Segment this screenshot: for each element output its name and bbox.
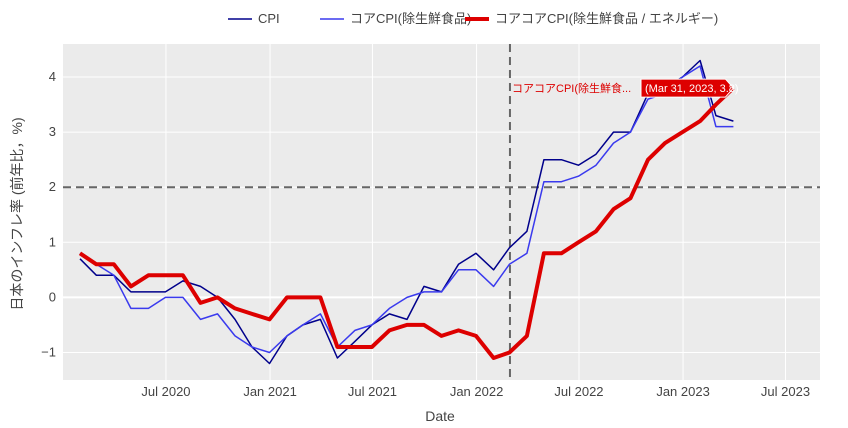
y-tick-label: 2	[49, 179, 56, 194]
y-axis-ticks: −1 0 1 2 3 4	[41, 69, 56, 359]
y-tick-label: 0	[49, 289, 56, 304]
legend: CPI コアCPI(除生鮮食品) コアコアCPI(除生鮮食品 / エネルギー)	[228, 11, 718, 26]
legend-label: コアCPI(除生鮮食品)	[350, 11, 471, 26]
x-tick-label: Jan 2023	[656, 384, 710, 399]
x-axis-title: Date	[425, 408, 455, 424]
y-tick-label: −1	[41, 344, 56, 359]
series-line-2	[79, 65, 734, 354]
plot-background	[63, 44, 820, 380]
y-tick-label: 1	[49, 234, 56, 249]
series-line-3	[78, 86, 735, 360]
x-tick-label: Jan 2021	[243, 384, 297, 399]
hover-value: (Mar 31, 2023, 3.8)	[645, 83, 739, 95]
legend-label: CPI	[258, 11, 280, 26]
x-tick-label: Jul 2021	[348, 384, 397, 399]
y-tick-label: 4	[49, 69, 56, 84]
x-tick-label: Jul 2022	[554, 384, 603, 399]
hover-series-name: コアコアCPI(除生鮮食...	[512, 81, 631, 95]
hover-tooltip: コアコアCPI(除生鮮食... (Mar 31, 2023, 3.8)	[512, 78, 739, 98]
hover-box	[640, 78, 735, 98]
y-axis-title: 日本のインフレ率 (前年比，%)	[9, 117, 25, 310]
legend-label: コアコアCPI(除生鮮食品 / エネルギー)	[495, 11, 718, 26]
x-tick-label: Jul 2020	[141, 384, 190, 399]
x-tick-label: Jan 2022	[450, 384, 504, 399]
y-tick-label: 3	[49, 124, 56, 139]
x-tick-label: Jul 2023	[761, 384, 810, 399]
reference-lines	[63, 44, 820, 380]
x-axis-ticks: Jul 2020 Jan 2021 Jul 2021 Jan 2022 Jul 2022…	[141, 384, 810, 399]
series-lines	[78, 59, 735, 365]
